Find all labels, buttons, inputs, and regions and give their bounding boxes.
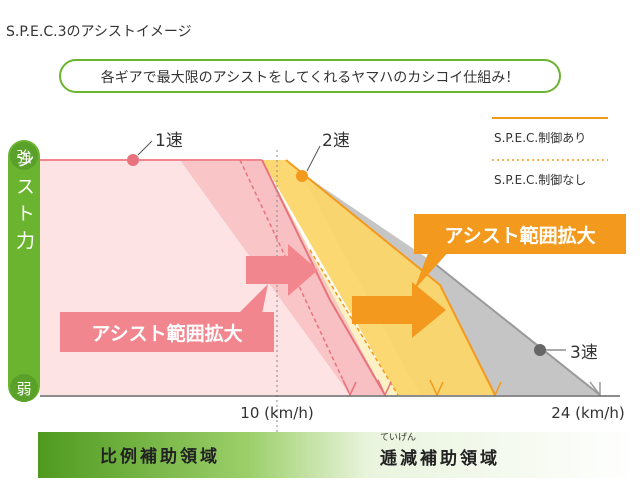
page-title: S.P.E.C.3のアシストイメージ bbox=[6, 24, 192, 40]
left-callout-text: アシスト範囲拡大 bbox=[91, 322, 242, 345]
y-axis-bottom-label: 弱 bbox=[16, 380, 31, 398]
subtitle-text: 各ギアで最大限のアシストをしてくれるヤマハのカシコイ仕組み！ bbox=[101, 70, 520, 86]
y-axis-bar bbox=[8, 140, 40, 402]
y-axis-bottom-badge bbox=[10, 374, 38, 402]
second-gear-leader bbox=[306, 145, 321, 172]
y-axis-label: アシスト力 bbox=[13, 123, 35, 258]
first-gear-label: 1速 bbox=[155, 131, 183, 151]
y-axis-top-label: 強 bbox=[16, 148, 31, 166]
second-gear-marker bbox=[296, 170, 308, 182]
y-axis-top-badge bbox=[10, 142, 38, 170]
arrowhead-1 bbox=[342, 379, 357, 397]
reduction-band-ruby: ていげん bbox=[380, 432, 416, 443]
right-callout-text: アシスト範囲拡大 bbox=[444, 224, 595, 247]
legend-without-label: S.P.E.C.制御なし bbox=[494, 172, 586, 187]
first-gear-leader bbox=[137, 140, 153, 156]
third-gear-label: 3速 bbox=[570, 343, 598, 363]
legend-with-label: S.P.E.C.制御あり bbox=[494, 130, 586, 145]
left-callout-pointer bbox=[238, 284, 268, 314]
arrowhead-5 bbox=[589, 381, 601, 398]
arrowhead-2 bbox=[377, 379, 392, 397]
right-callout-pointer bbox=[414, 248, 452, 290]
first-gear-marker bbox=[127, 154, 139, 166]
left-expand-arrow bbox=[246, 244, 318, 296]
control-band bbox=[38, 432, 638, 478]
x-tick-10: 10 (km/h) bbox=[240, 404, 313, 422]
arrowhead-4 bbox=[487, 379, 502, 397]
third-gear-region bbox=[300, 172, 600, 395]
second-gear-with-line bbox=[285, 159, 496, 396]
proportional-band-label: 比例補助領域 bbox=[100, 446, 220, 467]
third-gear-with-line bbox=[429, 259, 601, 396]
second-gear-region bbox=[262, 160, 495, 395]
right-expand-arrow bbox=[352, 282, 446, 338]
third-gear-marker bbox=[534, 344, 546, 356]
reduction-band-label: 逓減補助領域 bbox=[379, 448, 500, 469]
subtitle-pill bbox=[59, 59, 561, 93]
x-tick-24: 24 (km/h) bbox=[551, 404, 624, 422]
arrowhead-3 bbox=[429, 379, 444, 397]
left-callout-box bbox=[60, 312, 274, 352]
second-gear-label: 2速 bbox=[322, 131, 350, 151]
right-callout-box bbox=[414, 214, 626, 254]
first-gear-with-line bbox=[261, 159, 386, 396]
